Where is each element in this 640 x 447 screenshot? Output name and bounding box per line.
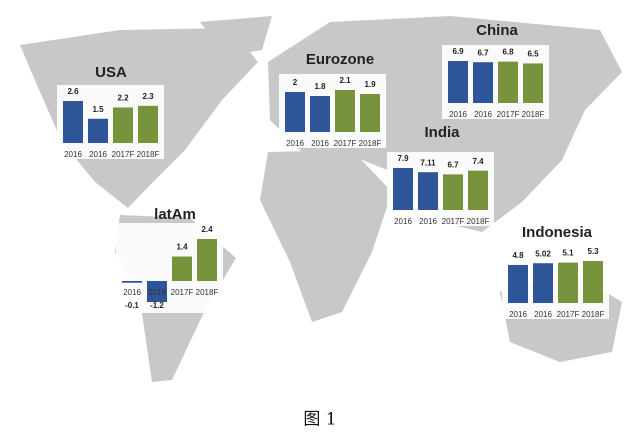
value-label: -0.1 [125,301,139,310]
x-tick-label: 2018F [522,110,545,119]
value-label: 2 [293,78,298,87]
value-label: 2.6 [67,87,79,96]
value-label: -1.2 [150,301,164,310]
x-tick-label: 2018F [137,150,160,159]
bar [138,105,158,143]
x-tick-label: 2016 [311,139,329,148]
bar [498,61,518,103]
bar [147,281,167,302]
value-label: 1.5 [92,105,104,114]
bar [310,96,330,132]
value-label: 6.7 [477,48,489,57]
bar [533,263,553,303]
value-label: 6.9 [452,47,464,56]
x-tick-label: 2016 [286,139,304,148]
bar [335,90,355,132]
chart-title: Indonesia [522,224,593,241]
bar [508,264,528,303]
bar [473,62,493,103]
x-tick-label: 2018F [467,217,490,226]
bar [285,92,305,132]
value-label: 2.1 [339,76,351,85]
x-tick-label: 2017F [334,139,357,148]
value-label: 4.8 [512,251,524,260]
x-tick-label: 2016 [148,288,166,297]
x-tick-label: 2016 [534,310,552,319]
bar [468,170,488,210]
chart-title: India [424,124,460,141]
bar [448,61,468,103]
x-tick-label: 2017F [497,110,520,119]
bar [583,261,603,303]
bar [523,63,543,103]
value-label: 1.4 [176,243,188,252]
bar [418,172,438,210]
x-tick-label: 2017F [557,310,580,319]
x-tick-label: 2017F [442,217,465,226]
x-tick-label: 2016 [419,217,437,226]
x-tick-label: 2016 [449,110,467,119]
x-tick-label: 2016 [89,150,107,159]
bar [393,168,413,210]
value-label: 7.9 [397,154,409,163]
x-tick-label: 2016 [64,150,82,159]
value-label: 2.3 [142,92,154,101]
chart-title: USA [95,64,127,81]
value-label: 2.2 [117,94,129,103]
chart-title: latAm [154,206,196,223]
x-tick-label: 2016 [123,288,141,297]
value-label: 5.1 [562,249,574,258]
x-tick-label: 2016 [474,110,492,119]
bar [172,256,192,281]
x-tick-label: 2018F [196,288,219,297]
x-tick-label: 2017F [112,150,135,159]
bar [443,174,463,210]
bar [113,107,133,143]
chart-title: Eurozone [306,51,374,68]
x-tick-label: 2016 [509,310,527,319]
value-label: 7.4 [472,157,484,166]
x-tick-label: 2016 [394,217,412,226]
bar [197,239,217,281]
value-label: 1.9 [364,80,376,89]
value-label: 6.7 [447,160,459,169]
caption: 图 1 [303,410,336,430]
value-label: 7.11 [420,158,436,167]
value-label: 2.4 [201,225,213,234]
value-label: 6.5 [527,50,539,59]
x-tick-label: 2018F [359,139,382,148]
greenland [200,16,272,56]
bar [88,118,108,143]
bar [122,281,142,283]
bar [558,262,578,303]
value-label: 1.8 [314,82,326,91]
value-label: 5.02 [535,249,551,258]
value-label: 6.8 [502,48,514,57]
africa [260,150,392,322]
chart-title: China [476,22,518,39]
bar [360,94,380,132]
value-label: 5.3 [587,247,599,256]
bar [63,101,83,143]
x-tick-label: 2017F [171,288,194,297]
x-tick-label: 2018F [582,310,605,319]
